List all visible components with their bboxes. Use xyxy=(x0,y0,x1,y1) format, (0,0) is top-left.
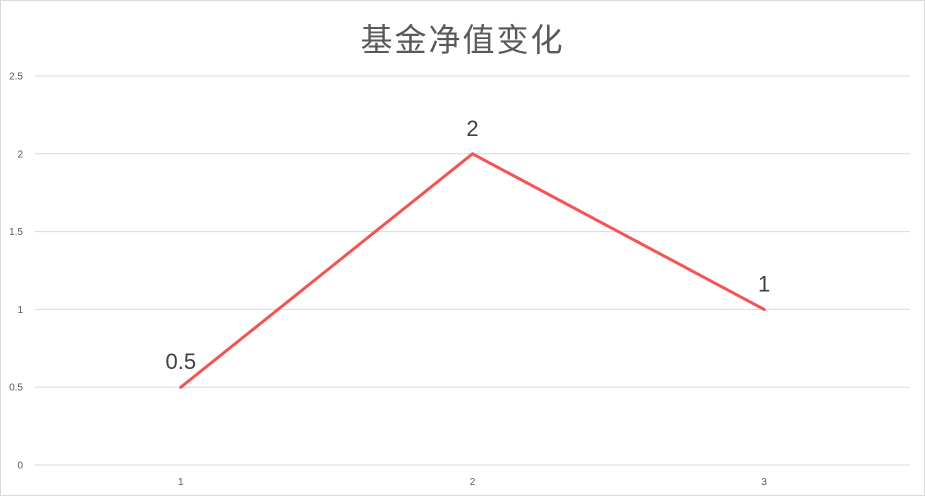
data-point xyxy=(762,307,766,311)
series-line-0 xyxy=(179,152,766,389)
data-point xyxy=(179,385,183,389)
x-tick-label: 3 xyxy=(761,477,767,488)
y-tick-label: 2 xyxy=(17,149,23,160)
x-tick-label: 2 xyxy=(470,477,476,488)
data-label: 2 xyxy=(466,116,478,141)
data-label: 0.5 xyxy=(166,349,197,374)
y-tick-label: 0 xyxy=(17,461,23,472)
y-tick-label: 2.5 xyxy=(9,72,23,83)
x-tick-label: 1 xyxy=(178,477,184,488)
data-label: 1 xyxy=(758,271,770,296)
y-tick-label: 1 xyxy=(17,305,23,316)
y-tick-label: 0.5 xyxy=(9,383,23,394)
chart-title: 基金净值变化 xyxy=(360,21,565,59)
data-point xyxy=(471,152,474,156)
y-tick-label: 1.5 xyxy=(9,227,23,238)
